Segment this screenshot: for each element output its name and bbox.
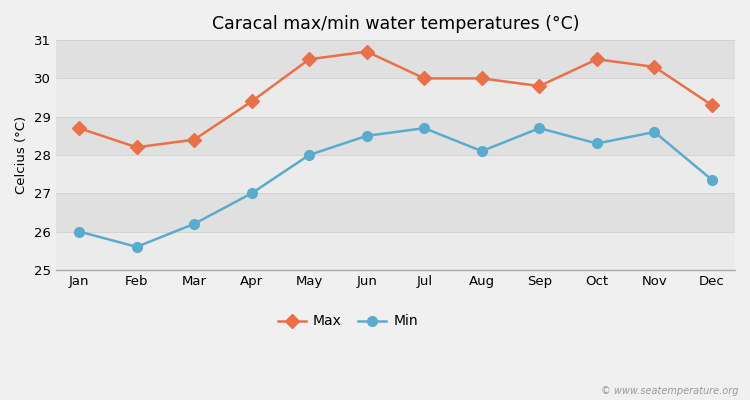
Text: © www.seatemperature.org: © www.seatemperature.org [602, 386, 739, 396]
Min [535, 126, 544, 130]
Min [74, 229, 83, 234]
Title: Caracal max/min water temperatures (°C): Caracal max/min water temperatures (°C) [211, 15, 579, 33]
Min [477, 149, 486, 154]
Min [650, 130, 659, 134]
Bar [56, 155, 735, 193]
Min [132, 244, 141, 249]
Max [592, 57, 602, 62]
Line: Max: Max [74, 47, 717, 152]
Max [74, 126, 83, 130]
Max [707, 103, 716, 108]
Bar [56, 117, 735, 155]
Y-axis label: Celcius (°C): Celcius (°C) [15, 116, 28, 194]
Max [477, 76, 486, 81]
Max [304, 57, 313, 62]
Max [420, 76, 429, 81]
Min [248, 191, 256, 196]
Max [248, 99, 256, 104]
Bar [56, 193, 735, 232]
Max [362, 49, 371, 54]
Max [535, 84, 544, 88]
Min [190, 222, 199, 226]
Bar [56, 40, 735, 78]
Max [190, 137, 199, 142]
Bar [56, 78, 735, 117]
Min [420, 126, 429, 130]
Bar [56, 232, 735, 270]
Min [362, 134, 371, 138]
Line: Min: Min [74, 123, 717, 252]
Max [650, 64, 659, 69]
Min [592, 141, 602, 146]
Min [707, 178, 716, 182]
Legend: Max, Min: Max, Min [273, 309, 424, 334]
Min [304, 152, 313, 157]
Max [132, 145, 141, 150]
